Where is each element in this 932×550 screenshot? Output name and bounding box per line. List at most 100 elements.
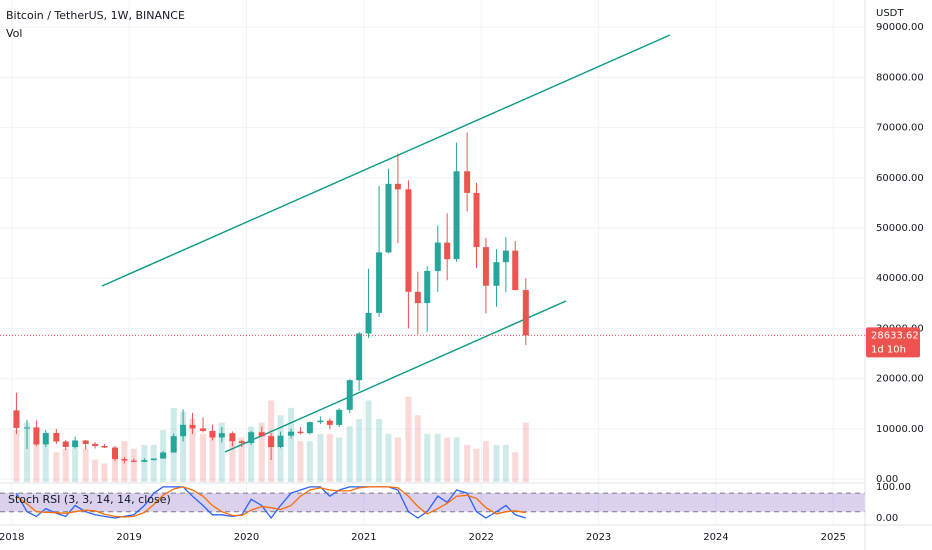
candle-body (473, 192, 480, 248)
volume-bar (464, 444, 471, 482)
x-tick-label: 2019 (116, 532, 141, 543)
volume-bar (82, 448, 89, 482)
volume-bar (23, 422, 30, 482)
stoch-pane (0, 486, 865, 520)
volume-bar (512, 452, 519, 482)
candle-body (141, 460, 148, 462)
volume-bar (72, 444, 79, 482)
candle-body (23, 427, 30, 429)
volume-bar (493, 444, 500, 482)
volume-bar (405, 396, 412, 482)
candle-body (82, 440, 89, 444)
volume-bar (13, 430, 20, 482)
x-tick-label: 2024 (703, 532, 728, 543)
candle-body (258, 432, 265, 437)
stoch-band-fill (0, 493, 865, 512)
candle-body (394, 183, 401, 190)
candle-body (453, 171, 460, 260)
volume-bar (346, 426, 353, 482)
volume-bar (200, 433, 207, 482)
candle-body (209, 430, 216, 438)
y-tick-label: 60000.00 (876, 173, 924, 184)
stoch-tick-label: 100.00 (876, 482, 911, 493)
candle-body (414, 291, 421, 304)
volume-bar (306, 441, 313, 482)
candle-body (42, 432, 49, 445)
candle-body (346, 380, 353, 410)
volume-bar (42, 444, 49, 482)
candle-body (121, 459, 128, 461)
candle-body (424, 270, 431, 304)
candle-body (502, 250, 509, 263)
volume-bar (209, 437, 216, 482)
y-tick-label: 80000.00 (876, 72, 924, 83)
volume-bar (336, 437, 343, 482)
currency-label: USDT (876, 8, 904, 19)
countdown-label: 1d 10h (871, 344, 906, 355)
candle-body (189, 424, 196, 429)
candle-body (317, 420, 324, 423)
candle-body (434, 242, 441, 271)
candle-body (62, 441, 69, 447)
candle-body (336, 409, 343, 425)
x-tick-label: 2023 (586, 532, 611, 543)
candle-body (72, 440, 79, 447)
volume-bar (444, 437, 451, 482)
candle-body (92, 443, 99, 446)
stoch-tick-label: 0.00 (876, 513, 898, 524)
candle-body (464, 171, 471, 193)
volume-bar (141, 444, 148, 482)
last-price-box (866, 327, 920, 358)
stoch-line (16, 486, 526, 518)
chart-title: Bitcoin / TetherUS, 1W, BINANCE (6, 9, 185, 22)
volume-bar (53, 452, 60, 482)
candle-body (277, 435, 284, 447)
volume-bar (424, 433, 431, 482)
volume-bar (62, 448, 69, 482)
volume-bar (394, 437, 401, 482)
volume-bar (376, 418, 383, 482)
x-tick-label: 2025 (821, 532, 846, 543)
trend-line-upper (101, 34, 671, 287)
volume-bar (150, 444, 157, 482)
x-tick-label: 2018 (0, 532, 24, 543)
y-tick-label: 50000.00 (876, 223, 924, 234)
candle-body (482, 247, 489, 286)
volume-bar (189, 418, 196, 482)
candles (13, 132, 529, 464)
y-tick-label: 0.00 (876, 474, 898, 485)
candle-body (218, 433, 225, 438)
candle-body (248, 432, 255, 443)
candle-body (306, 422, 313, 434)
volume-label: Vol (6, 27, 22, 40)
candle-body (405, 189, 412, 292)
candle-body (229, 433, 236, 442)
x-tick-label: 2021 (351, 532, 376, 543)
y-tick-label: 40000.00 (876, 273, 924, 284)
y-tick-label: 20000.00 (876, 374, 924, 385)
volume-bar (288, 407, 295, 482)
volume-bar (130, 448, 137, 482)
volume-bar (101, 463, 108, 482)
x-tick-label: 2022 (468, 532, 493, 543)
y-tick-label: 10000.00 (876, 424, 924, 435)
candle-body (376, 252, 383, 313)
volume-bar (317, 433, 324, 482)
candle-body (130, 460, 137, 462)
y-tick-label: 70000.00 (876, 123, 924, 134)
candle-body (238, 441, 245, 443)
candle-body (444, 242, 451, 260)
volume-bar (218, 422, 225, 482)
volume-bar (356, 418, 363, 482)
volume-bar (277, 415, 284, 482)
candle-body (200, 428, 207, 431)
volume-bar (414, 415, 421, 482)
candle-body (288, 431, 295, 436)
last-price-label: 28633.62 (871, 330, 919, 341)
candle-body (512, 250, 519, 291)
volume-bar (248, 426, 255, 482)
volume-bar (180, 411, 187, 482)
candle-body (180, 424, 187, 437)
volume-bar (229, 433, 236, 482)
